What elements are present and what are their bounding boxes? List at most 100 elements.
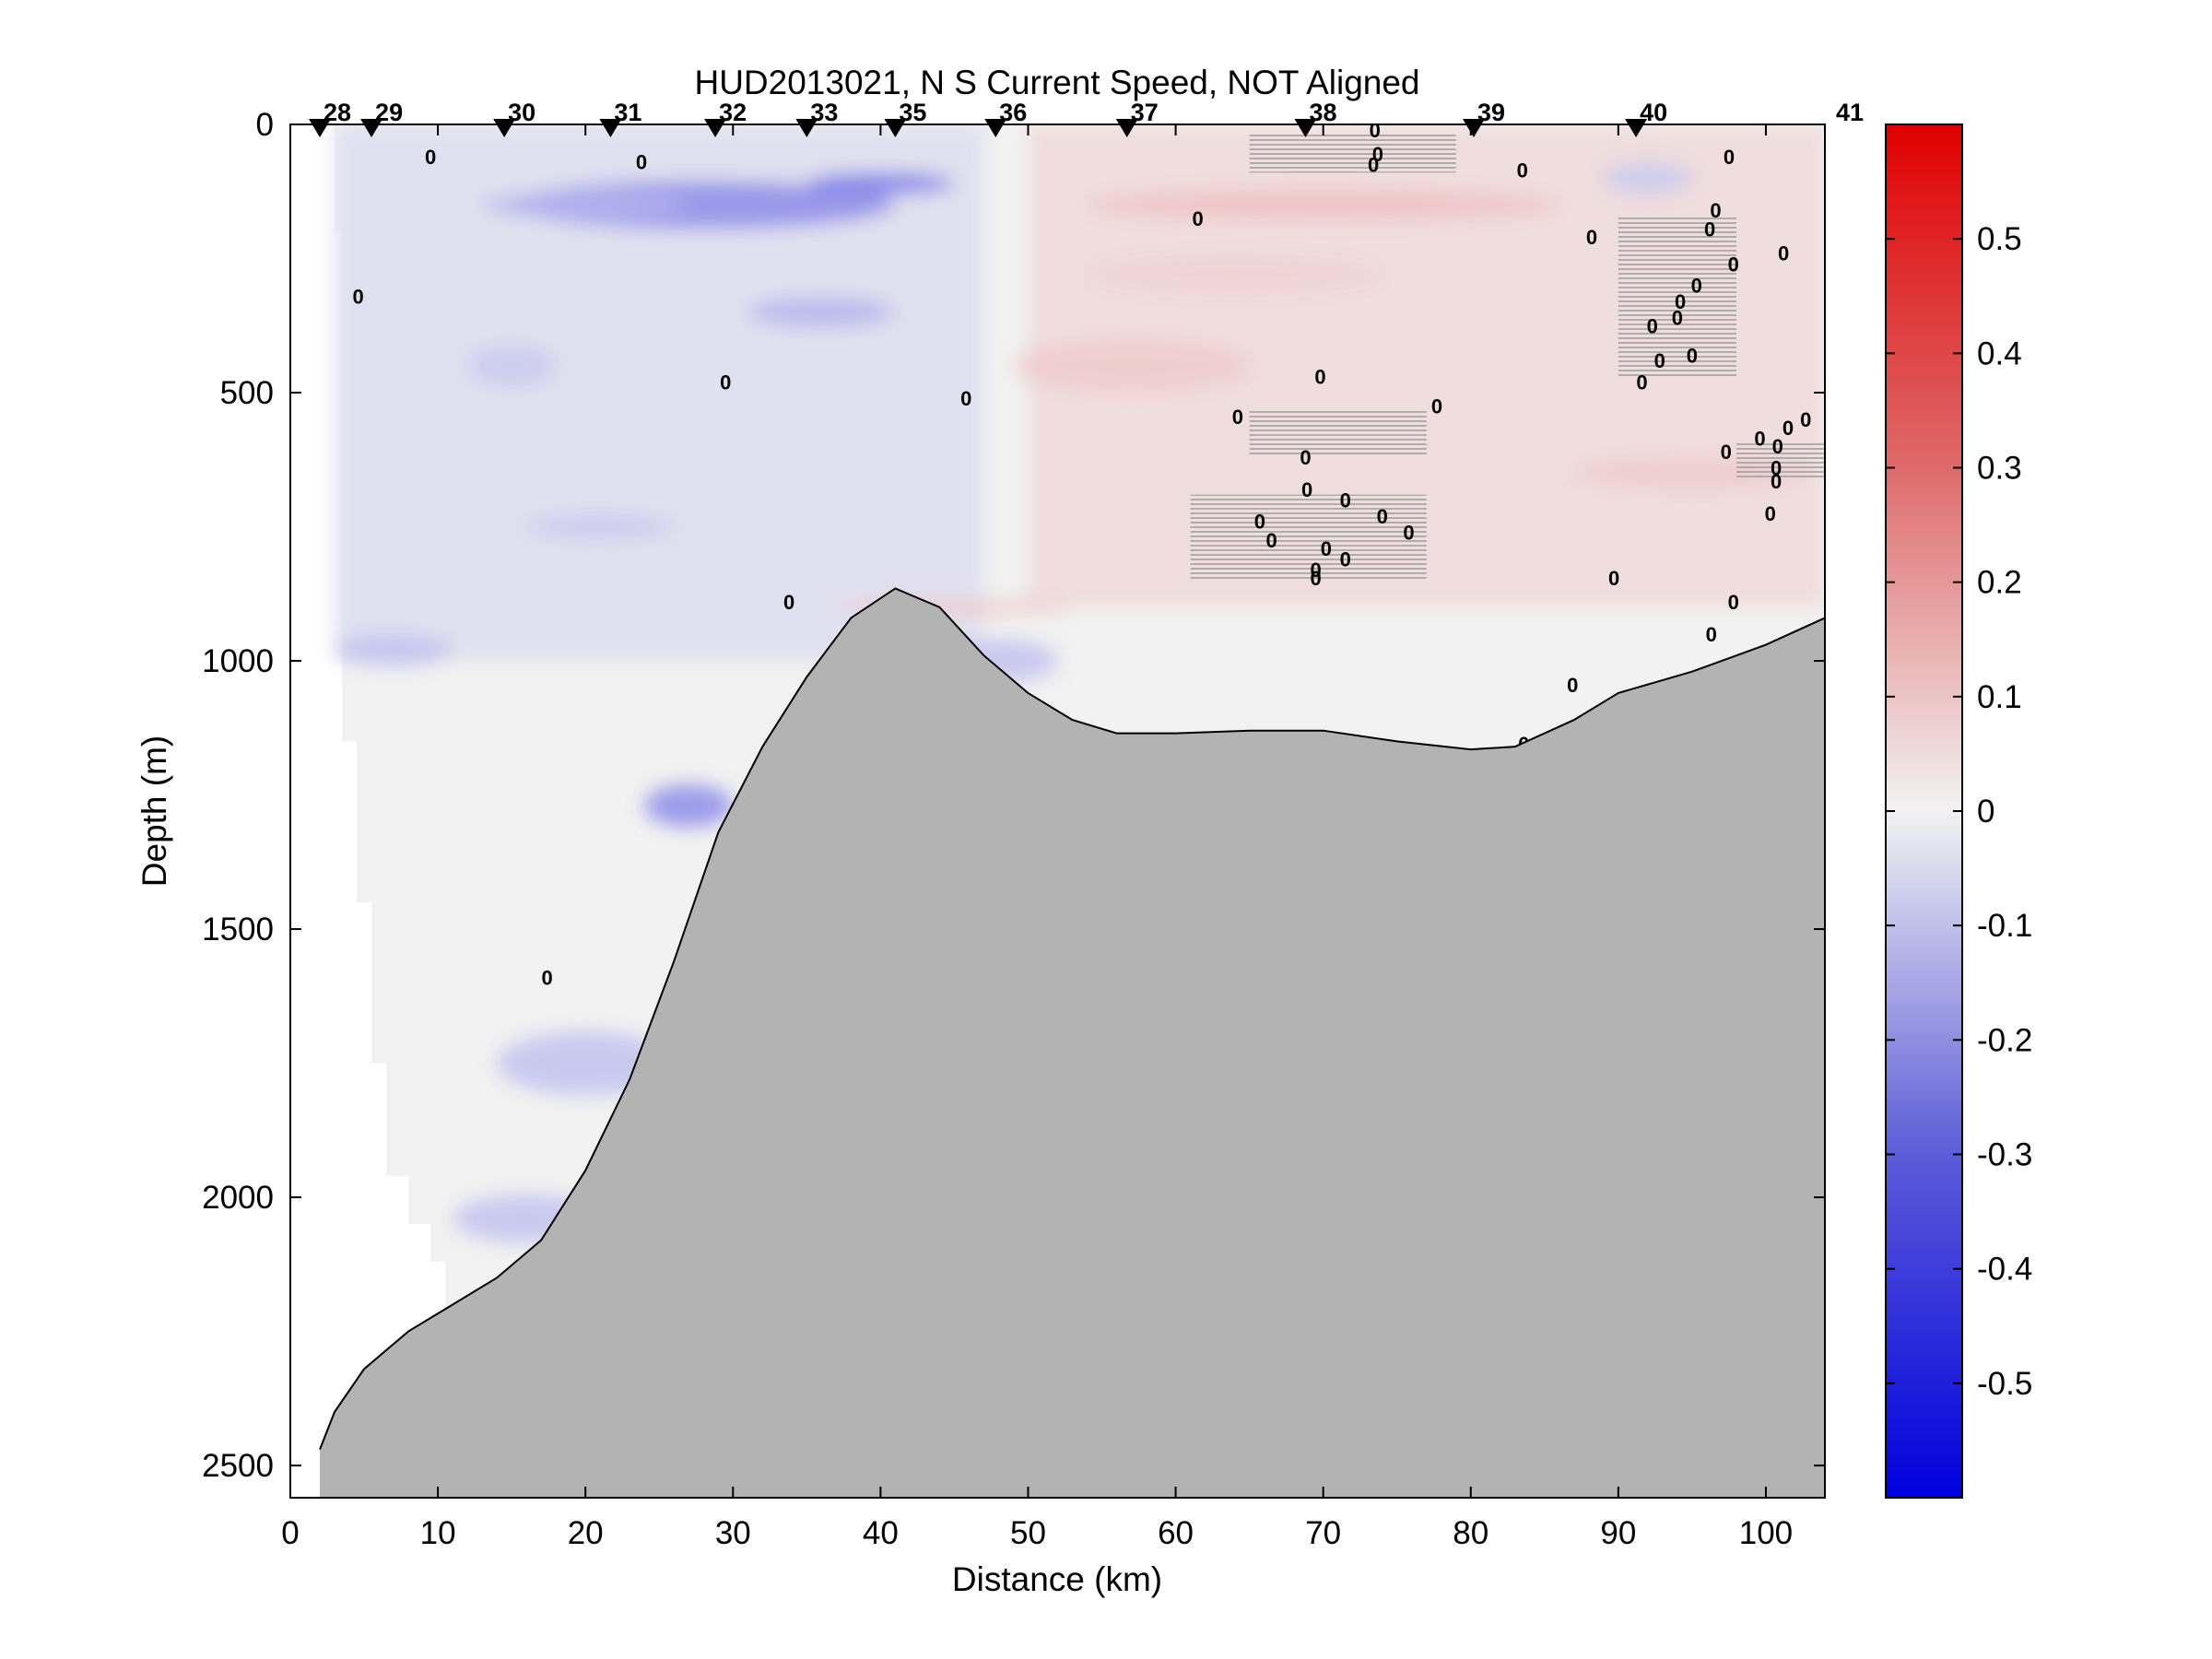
zero-label-13: 0 <box>1300 446 1311 469</box>
station-marker-39 <box>1462 119 1485 137</box>
zero-label-17: 0 <box>1266 529 1277 552</box>
zero-label-50: 0 <box>1704 218 1715 241</box>
station-marker-40 <box>1625 119 1648 137</box>
zero-label-9: 0 <box>960 387 971 410</box>
y-tick-label-4: 2000 <box>202 1180 274 1216</box>
hatched-region-3 <box>1190 494 1427 581</box>
field-blob-14 <box>1013 338 1250 394</box>
station-label-36: 36 <box>999 99 1027 126</box>
colorbar-tick-label-0: 0.5 <box>1977 221 2022 257</box>
station-label-29: 29 <box>375 99 403 126</box>
station-label-38: 38 <box>1309 99 1336 126</box>
field-blob-5 <box>467 344 557 388</box>
x-tick-label-0: 0 <box>281 1515 299 1551</box>
zero-label-42: 0 <box>1771 470 1782 493</box>
station-marker-32 <box>704 119 727 137</box>
zero-label-8: 0 <box>720 371 731 394</box>
station-marker-35 <box>884 119 907 137</box>
zero-label-14: 0 <box>1340 488 1351 512</box>
zero-label-43: 0 <box>1765 502 1776 525</box>
seafloor-fill <box>320 588 1825 1498</box>
x-tick-label-1: 10 <box>420 1515 456 1551</box>
chart-title: HUD2013021, N S Current Speed, NOT Align… <box>694 64 1419 101</box>
zero-label-11: 0 <box>1431 395 1442 418</box>
x-tick-label-8: 80 <box>1453 1515 1488 1551</box>
zero-label-15: 0 <box>1301 478 1312 501</box>
station-marker-28 <box>309 119 332 137</box>
zero-label-51: 0 <box>1710 199 1721 222</box>
zero-label-49: 0 <box>1368 154 1379 177</box>
zero-label-52: 0 <box>1691 275 1702 298</box>
y-tick-label-2: 1000 <box>202 643 274 679</box>
zero-label-39: 0 <box>1800 408 1811 431</box>
field-blob-7 <box>526 512 675 541</box>
field-blob-13 <box>1087 188 1559 221</box>
colorbar-tick-label-10: -0.5 <box>1977 1366 2032 1402</box>
zero-label-2: 0 <box>1192 207 1203 230</box>
hatched-region-2 <box>1249 408 1427 457</box>
zero-label-38: 0 <box>1783 417 1794 440</box>
y-axis-label: Depth (m) <box>135 735 173 887</box>
x-tick-label-5: 50 <box>1010 1515 1046 1551</box>
colorbar-tick-label-2: 0.3 <box>1977 451 2022 487</box>
zero-label-32: 0 <box>1672 307 1683 330</box>
zero-label-41: 0 <box>1771 457 1782 480</box>
zero-label-40: 0 <box>1721 441 1732 464</box>
y-tick-label-0: 0 <box>256 107 274 143</box>
field-blob-3 <box>482 191 689 218</box>
seafloor-line <box>319 587 1825 1450</box>
station-marker-31 <box>599 119 622 137</box>
x-tick-label-3: 30 <box>715 1515 751 1551</box>
zero-label-47: 0 <box>1370 119 1381 142</box>
zero-label-0: 0 <box>425 146 436 169</box>
field-blob-8 <box>644 783 734 828</box>
y-tick-label-3: 1500 <box>202 912 274 947</box>
station-label-33: 33 <box>810 99 838 126</box>
zero-label-20: 0 <box>1403 521 1414 544</box>
x-tick-label-9: 90 <box>1600 1515 1636 1551</box>
zero-label-33: 0 <box>1654 349 1665 372</box>
zero-label-34: 0 <box>1636 371 1647 394</box>
station-markers: 28 29 30 31 32 33 35 36 37 38 39 40 41 <box>309 99 1864 137</box>
y-tick-label-1: 500 <box>220 375 274 411</box>
zero-label-27: 0 <box>1706 623 1717 646</box>
zero-label-26: 0 <box>1728 591 1739 614</box>
colorbar-tick-label-5: 0 <box>1977 794 1994 830</box>
zero-label-3: 0 <box>1517 159 1528 182</box>
station-label-28: 28 <box>324 99 351 126</box>
hatched-region-4 <box>1735 441 1825 479</box>
zero-label-37: 0 <box>1772 435 1783 458</box>
station-label-35: 35 <box>899 99 926 126</box>
zero-label-21: 0 <box>1340 547 1351 571</box>
station-label-31: 31 <box>614 99 641 126</box>
station-marker-30 <box>493 119 516 137</box>
hatched-regions <box>1190 132 1825 581</box>
station-label-37: 37 <box>1131 99 1159 126</box>
zero-label-28: 0 <box>1567 674 1578 697</box>
colorbar-tick-label-3: 0.2 <box>1977 565 2022 601</box>
hatched-region-0 <box>1249 132 1456 173</box>
plot-frame <box>289 124 1826 1499</box>
colorbar-tick-label-6: -0.1 <box>1977 908 2032 944</box>
station-marker-36 <box>984 119 1007 137</box>
zero-label-54: 0 <box>1728 253 1739 276</box>
field-blob-2 <box>806 172 955 194</box>
x-tick-label-2: 20 <box>568 1515 604 1551</box>
zero-label-22: 0 <box>1311 559 1322 582</box>
zero-label-25: 0 <box>1608 567 1619 590</box>
station-marker-37 <box>1115 119 1138 137</box>
colorbar-tick-label-4: 0.1 <box>1977 679 2022 715</box>
zero-label-6: 0 <box>1778 242 1789 265</box>
zero-label-10: 0 <box>1314 366 1325 389</box>
colorbar-ticks: 0.5 0.4 0.3 0.2 0.1 0 -0.1 -0.2 -0.3 -0.4 -0.5 <box>1886 221 2032 1402</box>
bathymetry <box>319 587 1825 1498</box>
zero-label-1: 0 <box>636 151 647 174</box>
x-tick-label-7: 70 <box>1305 1515 1341 1551</box>
station-marker-38 <box>1294 119 1317 137</box>
zero-label-18: 0 <box>1321 537 1332 560</box>
y-axis: 0 500 1000 1500 2000 2500 <box>202 107 1825 1484</box>
colorbar-tick-label-9: -0.4 <box>1977 1252 2032 1288</box>
station-label-32: 32 <box>719 99 747 126</box>
x-axis: 0 10 20 30 40 50 60 70 80 90 100 <box>281 124 1793 1551</box>
station-label-40: 40 <box>1640 99 1667 126</box>
